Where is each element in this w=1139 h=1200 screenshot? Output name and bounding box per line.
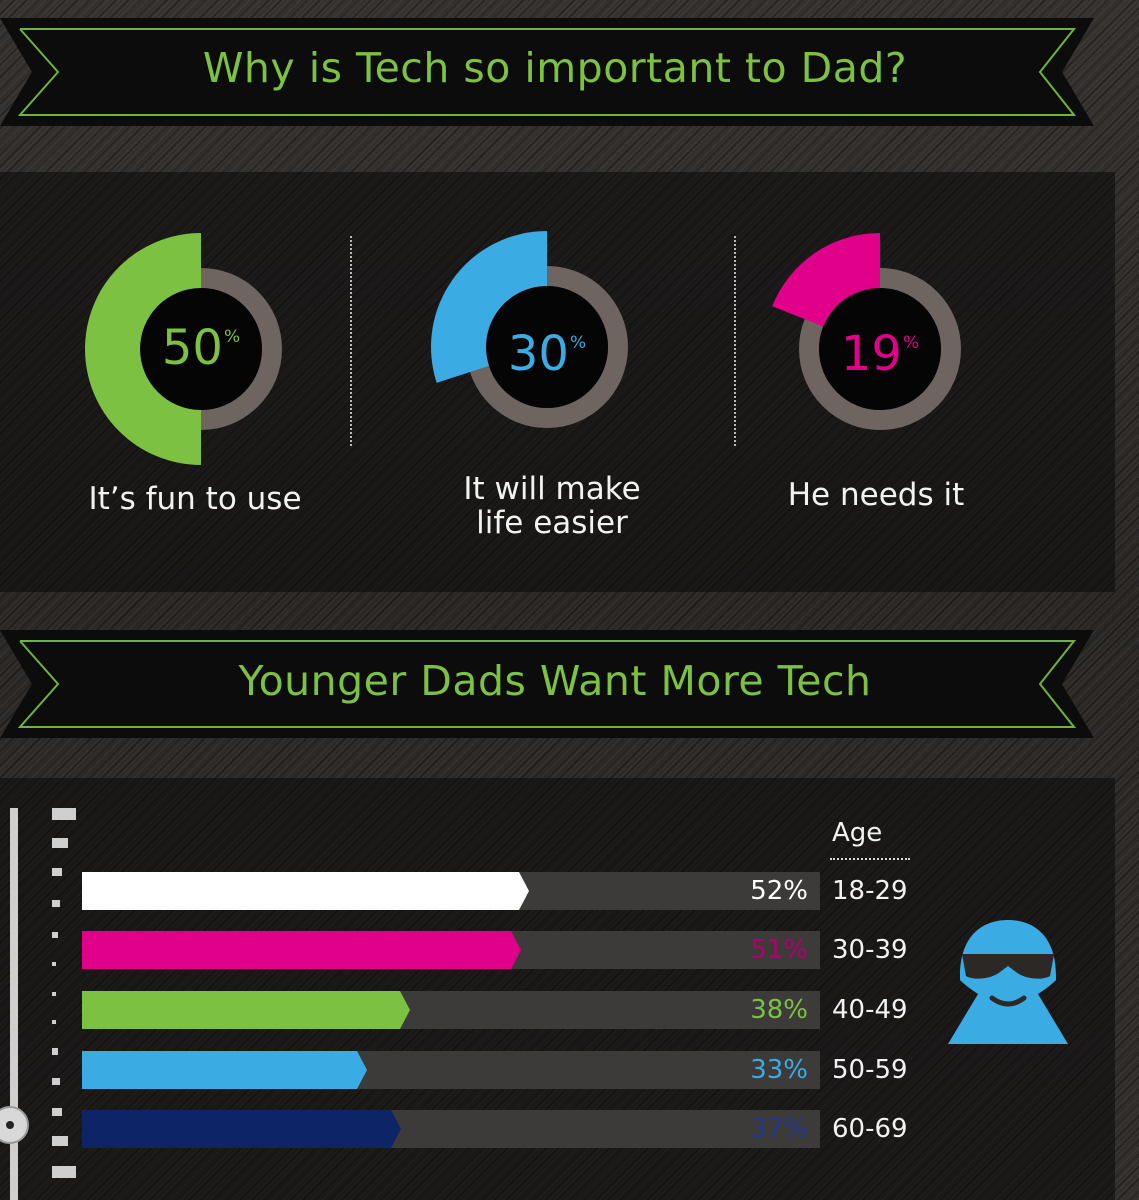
slider-tick [52, 808, 76, 820]
bar-40-49 [82, 991, 410, 1029]
donut-needs-value: 19% [840, 326, 920, 382]
donut-segment [772, 233, 880, 327]
bar-row-18-29: 52% [82, 872, 820, 910]
bar-category-label: 50-59 [832, 1055, 908, 1085]
slider-tick [52, 1078, 60, 1085]
donut-fun-svg [85, 233, 282, 465]
bar-category-label: 30-39 [832, 935, 908, 965]
banner-bottom: Younger Dads Want More Tech [0, 626, 1139, 742]
donut-needs: 19% [763, 232, 997, 466]
bar-18-29 [82, 872, 529, 910]
divider-1 [350, 236, 352, 446]
slider-tick [52, 1048, 58, 1055]
bar-50-59 [82, 1051, 367, 1089]
bar-row-50-59: 33% [82, 1051, 820, 1089]
slider-tick [52, 1136, 68, 1146]
bar-30-39 [82, 931, 521, 969]
banner-bottom-title: Younger Dads Want More Tech [238, 657, 872, 705]
divider-2 [734, 236, 736, 446]
donut-needs-label: He needs it [787, 477, 965, 513]
slider-tick [52, 1108, 62, 1116]
donut-easier-svg [431, 231, 628, 428]
donut-segment [85, 233, 201, 465]
bar-value-label: 37% [750, 1114, 808, 1144]
donut-needs-svg [772, 233, 961, 430]
bar-value-label: 51% [750, 935, 808, 965]
donut-fun-value: 50% [161, 320, 241, 376]
slider-tick [52, 992, 56, 996]
banner-top: Why is Tech so important to Dad? [0, 14, 1139, 130]
banner-top-title: Why is Tech so important to Dad? [202, 44, 908, 92]
bar-category-label: 60-69 [832, 1114, 908, 1144]
banner-bottom-ribbon [0, 630, 1094, 738]
bar-row-60-69: 37% [82, 1110, 820, 1148]
donut-easier-label-line1: It will make [463, 471, 641, 507]
bar-row-40-49: 38% [82, 991, 820, 1029]
slider-tick [52, 1166, 76, 1178]
donut-hole [140, 288, 262, 410]
slider-tick [52, 868, 62, 876]
slider-tick [52, 1020, 56, 1024]
slider-tick [52, 932, 58, 938]
bar-row-30-39: 51% [82, 931, 820, 969]
donut-hole [486, 286, 608, 408]
slider-tick [52, 900, 60, 907]
slider-knob[interactable] [0, 1106, 29, 1144]
bar-category-label: 18-29 [832, 876, 908, 906]
sunglasses-avatar-icon [948, 920, 1068, 1044]
bar-value-label: 33% [750, 1055, 808, 1085]
age-header: Age [832, 818, 883, 848]
donut-hole [819, 288, 941, 410]
bar-category-label: 40-49 [832, 995, 908, 1025]
bar-60-69 [82, 1110, 401, 1148]
bar-value-label: 52% [750, 876, 808, 906]
donut-easier-value: 30% [507, 326, 587, 382]
donut-easier: 30% [430, 230, 664, 464]
slider-tick [52, 962, 56, 966]
donut-fun: 50% [84, 232, 318, 466]
age-header-divider [830, 858, 910, 860]
donut-easier-label: It will make life easier [412, 472, 692, 540]
banner-top-ribbon [0, 18, 1094, 126]
bar-value-label: 38% [750, 995, 808, 1025]
donut-easier-label-line2: life easier [476, 505, 628, 541]
slider-track[interactable] [10, 808, 18, 1200]
slider-tick [52, 838, 68, 848]
donut-fun-label: It’s fun to use [88, 481, 302, 517]
donut-segment [431, 231, 547, 383]
